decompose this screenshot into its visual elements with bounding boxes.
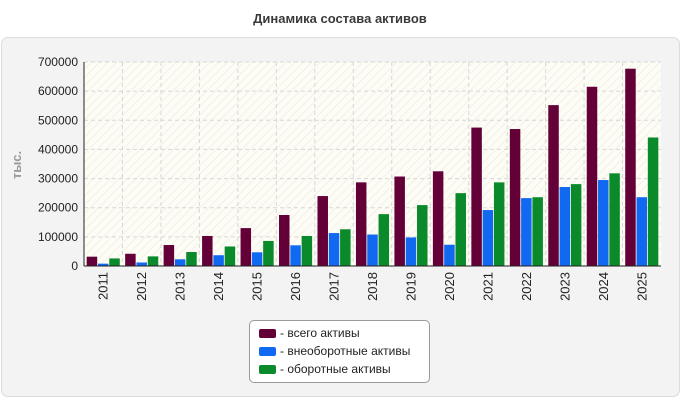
x-tick-labels: 2011 2012 2013 2014 2015 2016 2017 2018 2019 2020… <box>96 272 650 301</box>
bar-0-2022 <box>509 129 521 266</box>
x-tick-label: 2017 <box>327 272 342 301</box>
bar-1-2025 <box>636 197 648 266</box>
bar-0-2020 <box>432 171 444 266</box>
legend: - всего активы - внеоборотные активы - о… <box>249 320 430 383</box>
bar-1-2013 <box>174 259 186 266</box>
x-tick-label: 2022 <box>519 272 534 301</box>
bar-0-2012 <box>125 253 136 266</box>
bar-0-2013 <box>163 245 175 266</box>
bar-2-2021 <box>493 182 505 266</box>
legend-label-current: - оборотные активы <box>280 362 391 376</box>
y-tick-label: 600000 <box>38 84 78 98</box>
bar-2-2024 <box>609 173 620 266</box>
legend-swatch-noncurrent <box>259 346 276 356</box>
bar-1-2018 <box>367 234 378 266</box>
x-tick-label: 2019 <box>403 272 418 301</box>
bar-2-2017 <box>340 229 351 266</box>
x-tick-label: 2023 <box>557 272 572 301</box>
bar-1-2024 <box>598 180 609 266</box>
bar-0-2019 <box>394 176 405 266</box>
bar-0-2021 <box>471 127 482 266</box>
bar-2-2016 <box>301 235 313 266</box>
x-tick-label: 2016 <box>288 272 303 301</box>
y-tick-label: 300000 <box>38 172 78 186</box>
legend-item-total: - всего активы <box>259 325 360 341</box>
y-tick-labels: 0 100000 200000 300000 400000 500000 600000 700… <box>38 55 78 273</box>
bar-0-2017 <box>317 196 328 266</box>
bar-0-2018 <box>355 182 367 266</box>
bar-0-2023 <box>548 105 559 266</box>
bar-2-2020 <box>455 193 466 266</box>
y-tick-label: 400000 <box>38 142 78 156</box>
bar-1-2017 <box>328 233 340 266</box>
bar-0-2016 <box>279 215 290 266</box>
bar-2-2018 <box>378 214 390 266</box>
x-tick-label: 2014 <box>211 272 226 301</box>
chart-title: Динамика состава активов <box>253 11 427 26</box>
x-tick-label: 2012 <box>134 272 149 301</box>
legend-label-total: - всего активы <box>280 326 360 340</box>
legend-item-noncurrent: - внеоборотные активы <box>259 343 410 359</box>
bar-0-2015 <box>240 228 252 266</box>
legend-label-noncurrent: - внеоборотные активы <box>280 344 411 358</box>
x-tick-label: 2020 <box>442 272 457 301</box>
x-tick-label: 2015 <box>250 272 265 301</box>
x-tick-label: 2011 <box>96 272 111 300</box>
bar-2-2019 <box>417 205 428 266</box>
bar-2-2012 <box>147 256 159 266</box>
axes <box>83 62 661 267</box>
x-tick-label: 2013 <box>173 272 188 301</box>
legend-swatch-current <box>259 364 276 374</box>
bar-2-2023 <box>570 184 582 266</box>
y-tick-label: 200000 <box>38 201 78 215</box>
bar-0-2024 <box>586 86 598 267</box>
bar-0-2014 <box>202 235 213 266</box>
x-tick-label: 2024 <box>596 272 611 301</box>
bar-0-2011 <box>86 256 98 266</box>
bar-2-2025 <box>647 137 659 266</box>
bar-1-2021 <box>482 210 494 266</box>
y-tick-label: 700000 <box>38 55 78 69</box>
bar-1-2016 <box>290 245 301 266</box>
bar-1-2012 <box>136 262 147 266</box>
bar-2-2013 <box>186 252 197 266</box>
y-tick-label: 500000 <box>38 113 78 127</box>
grid-lines <box>84 61 661 266</box>
bar-2-2014 <box>224 246 236 266</box>
x-tick-label: 2025 <box>634 272 649 301</box>
legend-item-current: - оборотные активы <box>259 361 391 377</box>
bar-0-2025 <box>625 68 636 266</box>
bars <box>86 68 659 267</box>
bar-1-2020 <box>444 244 455 266</box>
bar-2-2011 <box>109 258 120 266</box>
bar-1-2019 <box>405 237 417 266</box>
bar-1-2015 <box>251 252 263 266</box>
x-tick-label: 2021 <box>480 272 495 301</box>
x-tick-label: 2018 <box>365 272 380 301</box>
bar-1-2023 <box>559 187 571 266</box>
bar-1-2022 <box>521 198 532 266</box>
legend-swatch-total <box>259 328 276 338</box>
y-tick-label: 0 <box>71 259 78 273</box>
bar-1-2014 <box>213 255 224 266</box>
y-tick-label: 100000 <box>38 230 78 244</box>
bar-1-2011 <box>97 263 109 266</box>
bar-2-2015 <box>263 240 274 266</box>
bar-2-2022 <box>532 197 543 266</box>
y-axis-label: тыс. <box>9 151 24 179</box>
